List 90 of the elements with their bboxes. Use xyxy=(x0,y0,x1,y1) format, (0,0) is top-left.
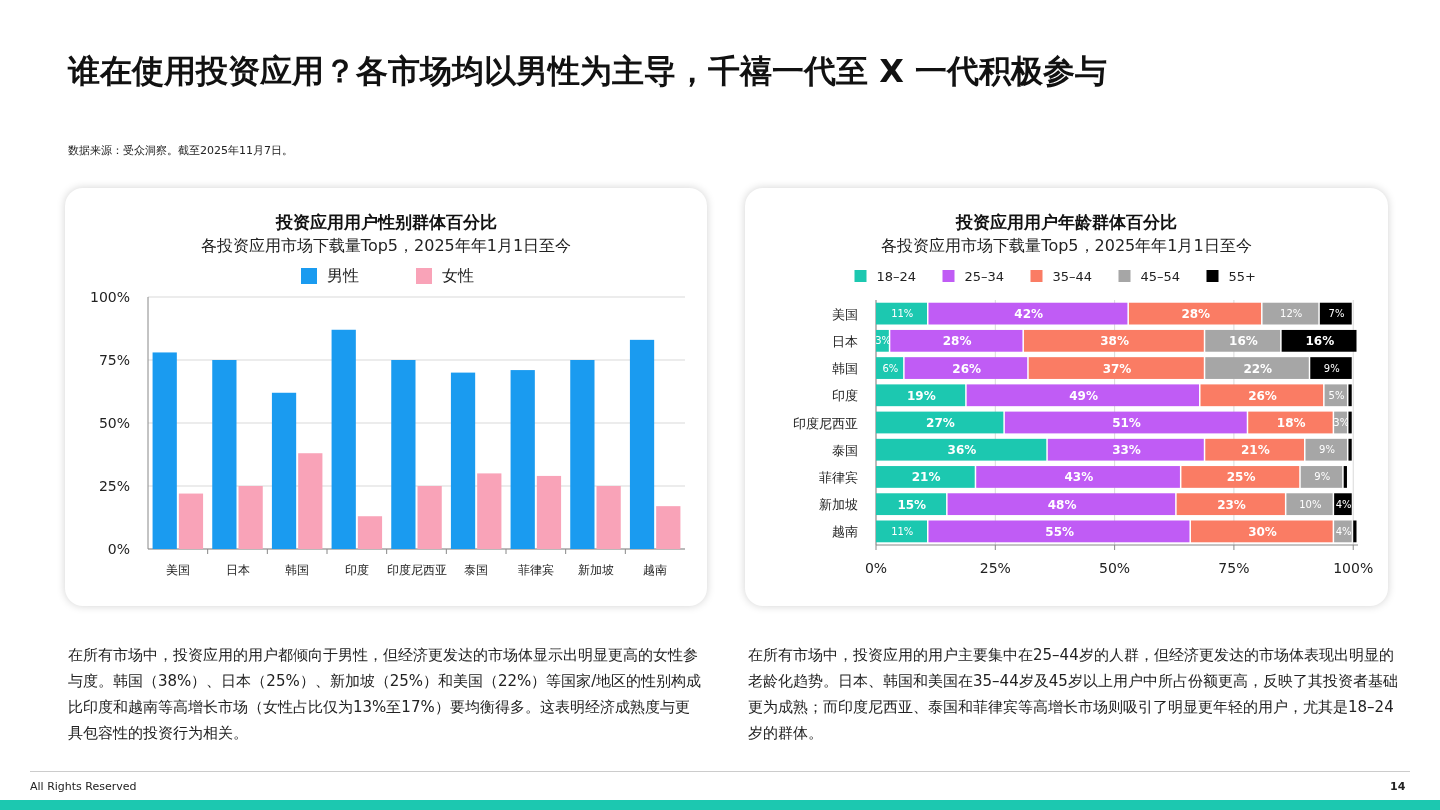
legend-item: 45–54 xyxy=(1118,269,1181,284)
data-label: 7% xyxy=(1328,308,1345,320)
legend-item: 25–34 xyxy=(942,269,1005,284)
text: 在所有市场中，投资应用的用户主要集中在25–44岁的人群，但经济更发达的市场体表现出明显的老龄化趋势。日本、韩国和美国在35–44岁及45岁以上用户中所占份额更高，反映了其投资者基础更为成熟；而印度尼西亚、泰国和菲律宾等高增长市场则吸引了明显更年轻的用户，尤其是18–24岁的群体。 xyxy=(748,645,1399,744)
data-label: 10% xyxy=(1299,498,1322,510)
data-label: 11% xyxy=(891,308,914,320)
legend-item: 男性 xyxy=(301,266,359,285)
data-label: 18% xyxy=(1276,416,1306,430)
data-label: 4% xyxy=(1335,498,1352,510)
data-label: 9% xyxy=(1314,471,1331,483)
y-tick-label: 菲律宾 xyxy=(819,469,858,485)
legend-label: 女性 xyxy=(442,266,474,285)
data-label: 5% xyxy=(1328,389,1345,401)
data-label: 55% xyxy=(1045,524,1075,539)
y-tick-label: 50% xyxy=(98,415,130,431)
y-tick-label: 100% xyxy=(89,289,130,305)
data-label: 23% xyxy=(1217,497,1246,512)
data-label: 36% xyxy=(947,443,977,458)
y-tick-label: 印度尼西亚 xyxy=(793,415,858,431)
legend-label: 男性 xyxy=(327,266,359,285)
x-tick-label: 100% xyxy=(1333,560,1374,576)
data-label: 19% xyxy=(906,388,936,403)
text: 在所有市场中，投资应用的用户都倾向于男性，但经济更发达的市场体显示出明显更高的女性参与度。韩国（38%）、日本（25%）、新加坡（25%）和美国（22%）等国家/地区的性别构成比印度和越南等高增长市场（女性占比仅为13%至17%）要均衡得多。这表明经济成熟度与更具包容性的投资行为相关。 xyxy=(68,645,703,744)
legend-item: 女性 xyxy=(416,266,474,285)
legend-label: 55+ xyxy=(1228,269,1256,284)
legend-item: 18–24 xyxy=(854,269,917,284)
y-tick-label: 美国 xyxy=(832,306,858,322)
data-label: 9% xyxy=(1323,362,1340,374)
y-tick-label: 印度 xyxy=(832,388,858,404)
y-tick-label: 越南 xyxy=(832,524,858,540)
x-tick-label: 美国 xyxy=(165,563,190,577)
legend-item: 55+ xyxy=(1206,269,1256,284)
data-label: 27% xyxy=(926,416,955,430)
data-label: 9% xyxy=(1319,444,1335,456)
data-label: 22% xyxy=(1243,361,1273,376)
text: 14 xyxy=(1390,780,1406,793)
data-label: 6% xyxy=(882,362,899,374)
y-tick-label: 新加坡 xyxy=(819,497,858,513)
source-note: 数据来源：受众洞察。截至2025年11月7日。 xyxy=(68,143,293,158)
text: All Rights Reserved xyxy=(30,780,137,793)
x-tick-label: 25% xyxy=(979,560,1011,576)
x-tick-label: 75% xyxy=(1218,560,1250,576)
data-label: 38% xyxy=(1100,334,1129,349)
chart-subtitle: 各投资应用市场下载量Top5，2025年年1月1日至今 xyxy=(200,236,572,255)
data-label: 49% xyxy=(1069,388,1098,403)
x-tick-label: 菲律宾 xyxy=(517,563,554,577)
legend-item: 35–44 xyxy=(1030,269,1093,284)
y-tick-label: 75% xyxy=(98,352,130,368)
legend-label: 25–34 xyxy=(964,269,1005,284)
chart-title: 投资应用用户年龄群体百分比 xyxy=(955,212,1177,232)
y-tick-label: 日本 xyxy=(832,333,858,349)
x-tick-label: 50% xyxy=(1099,560,1131,576)
data-label: 26% xyxy=(952,361,982,376)
data-label: 25% xyxy=(1226,470,1256,485)
y-tick-label: 25% xyxy=(98,478,130,494)
legend-label: 18–24 xyxy=(876,269,917,284)
data-label: 51% xyxy=(1112,416,1141,430)
data-label: 26% xyxy=(1248,388,1277,403)
x-tick-label: 印度 xyxy=(344,563,369,577)
x-tick-label: 韩国 xyxy=(285,563,310,577)
chart-title: 投资应用用户性别群体百分比 xyxy=(274,212,497,232)
data-label: 28% xyxy=(942,334,972,349)
x-tick-label: 新加坡 xyxy=(577,563,614,577)
data-label: 43% xyxy=(1064,470,1094,485)
data-label: 12% xyxy=(1280,308,1303,320)
data-label: 42% xyxy=(1014,307,1044,322)
data-label: 11% xyxy=(891,525,914,537)
y-tick-label: 0% xyxy=(107,541,130,557)
data-label: 16% xyxy=(1229,334,1258,349)
data-label: 30% xyxy=(1248,524,1277,539)
legend-label: 35–44 xyxy=(1052,269,1093,284)
data-label: 48% xyxy=(1047,497,1077,512)
data-label: 15% xyxy=(897,497,927,512)
chart-subtitle: 各投资应用市场下载量Top5，2025年年1月1日至今 xyxy=(881,236,1252,255)
x-tick-label: 0% xyxy=(864,560,888,576)
x-tick-label: 泰国 xyxy=(464,563,489,577)
x-tick-label: 印度尼西亚 xyxy=(386,563,447,577)
y-tick-label: 韩国 xyxy=(832,361,858,377)
data-label: 16% xyxy=(1305,334,1335,349)
data-label: 28% xyxy=(1181,307,1211,322)
x-tick-label: 越南 xyxy=(643,563,668,577)
y-tick-label: 泰国 xyxy=(832,442,858,458)
text: 谁在使用投资应用？各市场均以男性为主导，千禧一代至 X 一代积极参与 xyxy=(68,51,1107,92)
data-label: 21% xyxy=(911,470,941,485)
data-label: 37% xyxy=(1102,361,1132,376)
data-label: 33% xyxy=(1112,443,1141,458)
x-tick-label: 日本 xyxy=(225,563,250,577)
legend-label: 45–54 xyxy=(1140,269,1181,284)
data-label: 21% xyxy=(1241,443,1270,458)
data-label: 4% xyxy=(1335,525,1352,537)
